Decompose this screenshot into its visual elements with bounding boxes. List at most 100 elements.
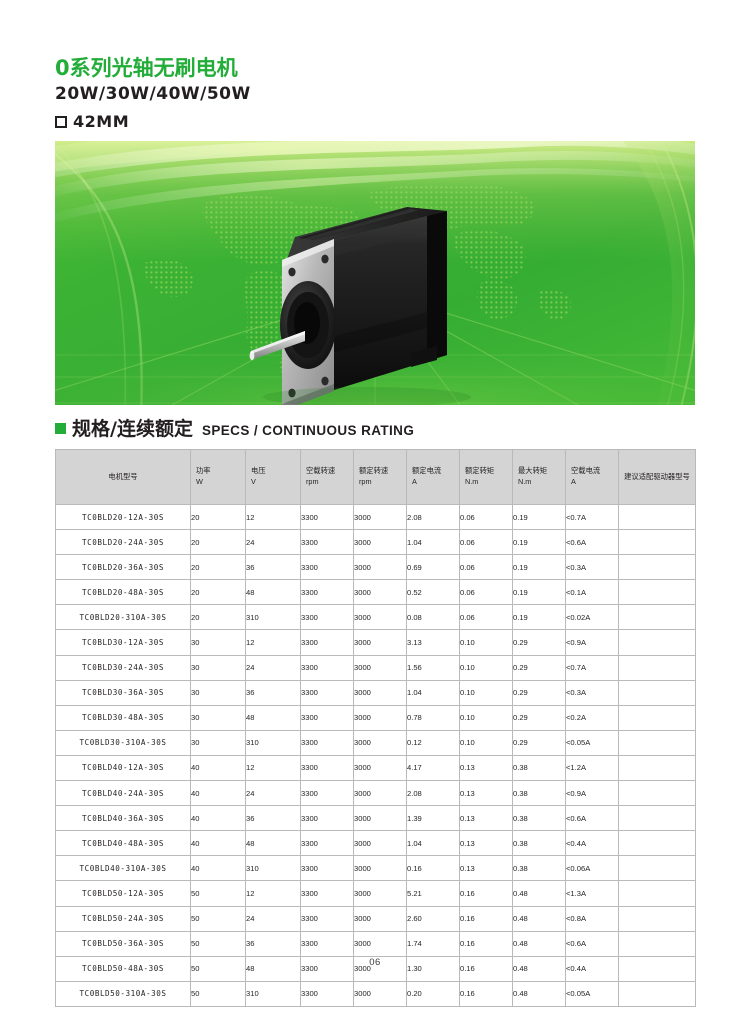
cell-value: <0.06A	[565, 855, 619, 882]
cell-value: 0.19	[512, 554, 566, 581]
cell-value: 5.21	[406, 880, 460, 907]
cell-value: 0.06	[459, 579, 513, 606]
product-size-label: 42MM	[73, 112, 130, 132]
cell-value: 0.29	[512, 704, 566, 731]
column-header-label: 建议适配驱动器型号	[624, 471, 690, 481]
cell-model-number: TC0BLD50-310A-30S	[55, 980, 191, 1007]
column-header-label: 最大转矩	[518, 466, 548, 476]
cell-value: 310	[245, 604, 301, 631]
cell-value: 48	[245, 830, 301, 857]
cell-driver-model	[618, 503, 696, 531]
table-row: TC0BLD20-24A-30S 20 24 3300 3000 1.04 0.06 0.19…	[55, 529, 696, 556]
cell-value: 0.13	[459, 805, 513, 832]
table-row: TC0BLD30-12A-30S 30 12 3300 3000 3.13 0.10 0.29…	[55, 629, 696, 656]
column-header-5: 额定转速 rpm	[353, 449, 407, 505]
cell-value: 36	[245, 554, 301, 581]
cell-value: 3300	[300, 880, 354, 907]
cell-value: <0.3A	[565, 679, 619, 706]
cell-value: <0.9A	[565, 780, 619, 807]
cell-value: 40	[190, 830, 246, 857]
cell-value: <0.3A	[565, 554, 619, 581]
cell-value: 0.38	[512, 780, 566, 807]
cell-value: 50	[190, 980, 246, 1007]
cell-value: 3300	[300, 704, 354, 731]
cell-value: 3000	[353, 930, 407, 957]
column-header-label: 额定电流	[412, 466, 442, 476]
product-title: 0系列光轴无刷电机	[55, 56, 238, 80]
cell-value: 3000	[353, 830, 407, 857]
swoosh-band-4	[55, 141, 411, 172]
cell-value: 3300	[300, 930, 354, 957]
cell-value: 0.16	[459, 905, 513, 932]
cell-value: 3000	[353, 529, 407, 556]
cell-value: 12	[245, 880, 301, 907]
spec-table-body: TC0BLD20-12A-30S 20 12 3300 3000 2.08 0.06 0.19…	[55, 503, 696, 1007]
column-header-label: 额定转速	[359, 466, 389, 476]
cell-value: 1.74	[406, 930, 460, 957]
cell-value: 40	[190, 805, 246, 832]
cell-model-number: TC0BLD20-24A-30S	[55, 529, 191, 556]
cell-value: 30	[190, 729, 246, 756]
cell-value: 3000	[353, 780, 407, 807]
cell-value: 0.38	[512, 754, 566, 782]
cell-value: 0.12	[406, 729, 460, 756]
cell-value: 1.39	[406, 805, 460, 832]
cell-value: 50	[190, 880, 246, 907]
cell-value: 0.38	[512, 805, 566, 832]
column-header-label: 电压	[251, 466, 266, 476]
cell-value: 0.06	[459, 529, 513, 556]
cell-model-number: TC0BLD30-24A-30S	[55, 654, 191, 681]
cell-value: 0.10	[459, 654, 513, 681]
cell-value: <0.4A	[565, 830, 619, 857]
cell-value: 0.29	[512, 629, 566, 656]
product-power-rating: 20W/30W/40W/50W	[55, 84, 251, 105]
cell-value: 3300	[300, 855, 354, 882]
cell-value: 0.16	[459, 930, 513, 957]
table-row: TC0BLD50-12A-30S 50 12 3300 3000 5.21 0.16 0.48…	[55, 880, 696, 907]
cell-value: 3300	[300, 905, 354, 932]
table-row: TC0BLD30-36A-30S 30 36 3300 3000 1.04 0.10 0.29…	[55, 679, 696, 706]
column-header-unit: rpm	[359, 477, 372, 486]
cell-value: 40	[190, 754, 246, 782]
table-header-row: 电机型号 功率 W 电压 V 空载转速 rpm 额定转速 rpm 额定电流 A 额定转矩 N.m 最大转矩…	[55, 449, 696, 505]
cell-value: 0.48	[512, 905, 566, 932]
cell-value: 24	[245, 529, 301, 556]
column-header-label: 额定转矩	[465, 466, 495, 476]
column-header-unit: W	[196, 477, 203, 486]
cell-value: 48	[245, 579, 301, 606]
table-row: TC0BLD40-36A-30S 40 36 3300 3000 1.39 0.13 0.38…	[55, 805, 696, 832]
column-header-10: 建议适配驱动器型号	[618, 449, 696, 505]
table-row: TC0BLD50-310A-30S 50 310 3300 3000 0.20 0.16 0.…	[55, 980, 696, 1007]
cell-value: 30	[190, 704, 246, 731]
cell-driver-model	[618, 780, 696, 807]
table-row: TC0BLD20-12A-30S 20 12 3300 3000 2.08 0.06 0.19…	[55, 503, 696, 531]
cell-model-number: TC0BLD40-310A-30S	[55, 855, 191, 882]
cell-value: <0.7A	[565, 654, 619, 681]
cell-driver-model	[618, 679, 696, 706]
cell-value: 40	[190, 780, 246, 807]
cell-model-number: TC0BLD30-36A-30S	[55, 679, 191, 706]
cell-driver-model	[618, 629, 696, 656]
cell-value: 30	[190, 629, 246, 656]
cell-value: <0.1A	[565, 579, 619, 606]
cell-driver-model	[618, 930, 696, 957]
cell-value: 0.13	[459, 855, 513, 882]
cell-value: <0.6A	[565, 529, 619, 556]
cell-value: 3300	[300, 679, 354, 706]
column-header-3: 电压 V	[245, 449, 301, 505]
table-row: TC0BLD30-310A-30S 30 310 3300 3000 0.12 0.10 0.…	[55, 729, 696, 756]
motor-product-image	[249, 207, 471, 405]
cell-value: 2.08	[406, 780, 460, 807]
cell-model-number: TC0BLD40-24A-30S	[55, 780, 191, 807]
cell-driver-model	[618, 729, 696, 756]
cell-driver-model	[618, 579, 696, 606]
specs-section-heading: 规格/连续额定 SPECS / CONTINUOUS RATING	[55, 414, 414, 441]
table-row: TC0BLD20-48A-30S 20 48 3300 3000 0.52 0.06 0.19…	[55, 579, 696, 606]
cell-value: 310	[245, 980, 301, 1007]
cell-driver-model	[618, 880, 696, 907]
cell-value: 3300	[300, 780, 354, 807]
cell-value: 2.60	[406, 905, 460, 932]
swoosh-band-2	[55, 151, 695, 197]
cell-value: 48	[245, 955, 301, 982]
column-header-8: 最大转矩 N.m	[512, 449, 566, 505]
